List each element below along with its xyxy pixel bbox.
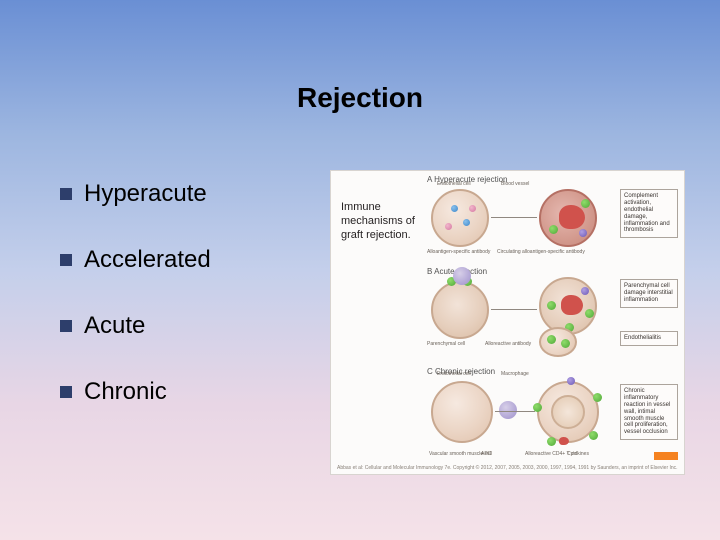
caption-chronic: Chronic inflammatory reaction in vessel … — [620, 384, 678, 440]
slide-title: Rejection — [0, 82, 720, 114]
tcell-icon — [453, 267, 471, 285]
complement-dot-icon — [445, 223, 452, 230]
vessel-thrombosed-icon — [539, 189, 597, 247]
macrophage-dot-icon — [567, 377, 575, 385]
neutrophil-dot-icon — [549, 225, 558, 234]
arrow-icon — [491, 217, 537, 218]
tiny-label: APC — [481, 451, 491, 457]
complement-dot-icon — [469, 205, 476, 212]
bullet-marker-icon — [60, 254, 72, 266]
bullet-text: Acute — [84, 312, 145, 340]
tiny-label: Circulating alloantigen-specific antibod… — [497, 249, 585, 255]
bullet-list: Hyperacute Accelerated Acute Chronic — [60, 180, 300, 444]
endothelial-dot-icon — [451, 205, 458, 212]
tiny-label: Blood vessel — [501, 181, 529, 187]
tiny-label: Alloantigen-specific antibody — [427, 249, 490, 255]
publisher-logo-icon — [654, 452, 678, 460]
apc-icon — [499, 401, 517, 419]
tiny-label: Parenchymal cell — [427, 341, 465, 347]
bullet-item: Chronic — [60, 378, 300, 406]
bullet-marker-icon — [60, 320, 72, 332]
damage-icon — [561, 295, 583, 315]
lymphocyte-dot-icon — [547, 301, 556, 310]
tiny-label: Alloreactive antibody — [485, 341, 531, 347]
diagram-title: Immune mechanisms of graft rejection. — [341, 201, 423, 242]
lymphocyte-dot-icon — [547, 437, 556, 446]
lymphocyte-dot-icon — [547, 335, 556, 344]
bullet-item: Hyperacute — [60, 180, 300, 208]
bullet-text: Chronic — [84, 378, 167, 406]
thrombus-icon — [559, 205, 585, 229]
tiny-label: Macrophage — [501, 371, 529, 377]
lymphocyte-dot-icon — [589, 431, 598, 440]
endothelialitis-icon — [539, 327, 577, 357]
intimal-proliferation-icon — [551, 395, 585, 429]
vessel-occluded-icon — [537, 381, 599, 443]
diagram-credit: Abbas et al: Cellular and Molecular Immu… — [337, 466, 678, 472]
bullet-marker-icon — [60, 386, 72, 398]
arrow-icon — [495, 411, 535, 412]
parenchyma-damaged-icon — [539, 277, 597, 335]
bullet-item: Accelerated — [60, 246, 300, 274]
caption-hyperacute: Complement activation, endothelial damag… — [620, 189, 678, 238]
graft-rejection-diagram: A Hyperacute rejection B Acute rejection… — [330, 170, 685, 475]
bullet-text: Hyperacute — [84, 180, 207, 208]
lymphocyte-dot-icon — [593, 393, 602, 402]
caption-endothelialitis: Endothelialitis — [620, 331, 678, 346]
parenchyma-normal-icon — [431, 281, 489, 339]
vessel-chronic-before-icon — [431, 381, 493, 443]
endothelial-dot-icon — [463, 219, 470, 226]
arrow-icon — [491, 309, 537, 310]
cytokine-icon — [559, 437, 569, 445]
platelet-dot-icon — [579, 229, 587, 237]
bullet-marker-icon — [60, 188, 72, 200]
caption-acute-parenchymal: Parenchymal cell damage interstitial inf… — [620, 279, 678, 308]
tiny-label: Cytokines — [567, 451, 589, 457]
tiny-label: Endothelial cell — [437, 181, 471, 187]
bullet-item: Acute — [60, 312, 300, 340]
lymphocyte-dot-icon — [561, 339, 570, 348]
vessel-normal-icon — [431, 189, 489, 247]
bullet-text: Accelerated — [84, 246, 211, 274]
neutrophil-dot-icon — [581, 199, 590, 208]
lymphocyte-dot-icon — [585, 309, 594, 318]
cd8-dot-icon — [581, 287, 589, 295]
tiny-label: Endothelial cell — [437, 371, 471, 377]
